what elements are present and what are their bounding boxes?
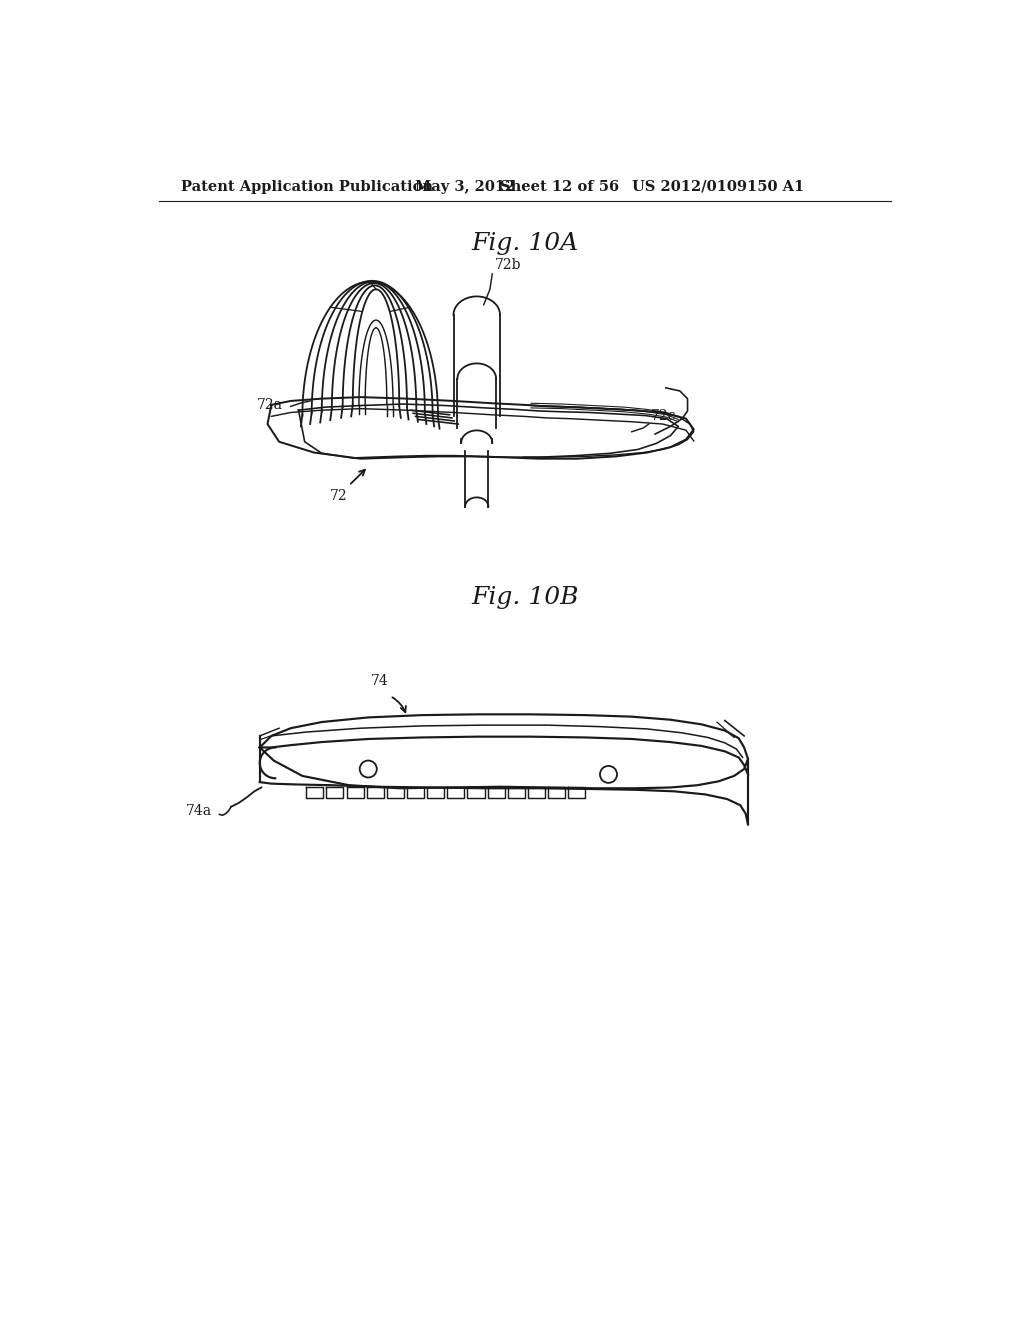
- Text: 74: 74: [371, 675, 389, 688]
- Text: 72: 72: [330, 490, 347, 503]
- Text: US 2012/0109150 A1: US 2012/0109150 A1: [632, 180, 804, 194]
- Text: Fig. 10A: Fig. 10A: [471, 231, 579, 255]
- Text: May 3, 2012: May 3, 2012: [415, 180, 515, 194]
- Text: Sheet 12 of 56: Sheet 12 of 56: [500, 180, 620, 194]
- Text: 72a: 72a: [257, 397, 283, 412]
- Text: 74a: 74a: [185, 804, 212, 817]
- Text: Fig. 10B: Fig. 10B: [471, 586, 579, 609]
- Text: 72b: 72b: [496, 257, 522, 272]
- Text: Patent Application Publication: Patent Application Publication: [180, 180, 433, 194]
- Text: 72c: 72c: [651, 409, 677, 424]
